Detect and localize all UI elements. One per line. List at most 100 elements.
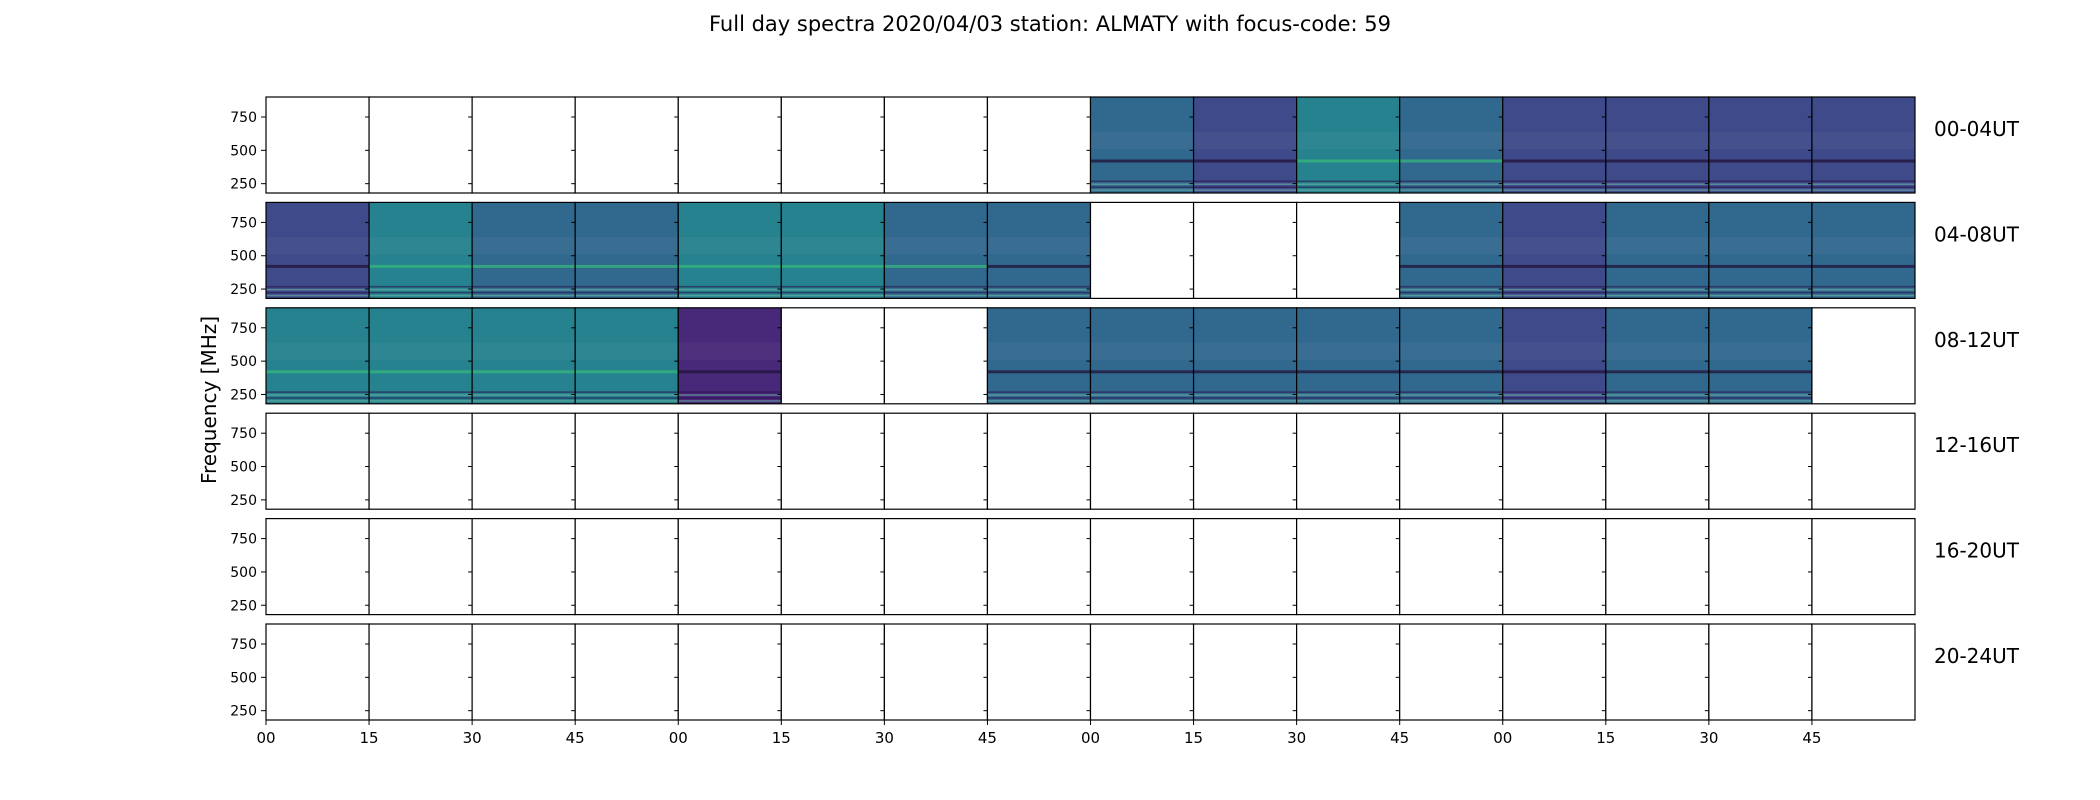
spectrum-panel: [1090, 97, 1194, 193]
spectrum-striation: [1193, 183, 1297, 186]
spectrum-striation: [1502, 397, 1606, 399]
spectrum-band: [884, 264, 988, 268]
spectrum-band: [1708, 370, 1812, 374]
y-tick-label: 750: [230, 637, 257, 653]
spectrum-striation: [1708, 285, 1812, 288]
panel-frame: [1811, 517, 1916, 616]
spectrum-striation: [987, 397, 1091, 399]
spectrum-striation: [266, 288, 370, 291]
spectrum-band: [1399, 264, 1503, 268]
empty-panel: [1090, 624, 1194, 720]
spectrum-texture: [1811, 237, 1915, 255]
empty-panel: [987, 97, 1091, 193]
spectrum-striation: [369, 285, 473, 288]
spectrum-striation: [1399, 294, 1503, 297]
spectrum-band: [1708, 159, 1812, 163]
y-tick-label: 750: [230, 426, 257, 442]
spectrum-striation: [1502, 180, 1606, 183]
spectrum-band: [575, 370, 679, 374]
spectrum-band: [1502, 264, 1606, 268]
empty-panel: [369, 413, 473, 510]
empty-panel: [678, 413, 782, 510]
x-tick-label: 45: [1802, 729, 1821, 747]
spectrum-band: [1502, 159, 1606, 163]
spectrum-striation: [1605, 291, 1709, 294]
spectrum-striation: [369, 397, 473, 399]
spectrum-texture: [369, 342, 473, 360]
spectrum-panel: [1502, 97, 1606, 193]
spectrum-striation: [987, 400, 1091, 402]
row-label: 04-08UT: [1934, 222, 2020, 246]
y-tick-label: 500: [230, 249, 257, 265]
empty-panel: [1090, 202, 1194, 299]
spectrum-striation: [369, 400, 473, 402]
spectrum-panel: [1399, 307, 1503, 404]
spectrum-striation: [678, 397, 782, 399]
spectrum-striation: [1399, 288, 1503, 291]
spectrum-panel: [1811, 202, 1915, 299]
spectra-grid: 250 500 750 00-04UT 250 500 750 04-08UT 250 500 75…: [230, 96, 2020, 721]
y-tick-label: 500: [230, 565, 257, 581]
spectrum-striation: [1708, 400, 1812, 402]
spectrum-striation: [1708, 186, 1812, 188]
spectrum-striation: [1811, 186, 1915, 188]
empty-panel: [1399, 624, 1503, 720]
spectrum-texture: [1399, 131, 1503, 149]
spectrum-striation: [987, 391, 1091, 393]
x-tick-label: 30: [1699, 729, 1718, 747]
spectrum-panel: [987, 202, 1091, 299]
spectrum-band: [1193, 370, 1297, 374]
spectrum-band: [472, 370, 576, 374]
spectrum-striation: [781, 288, 885, 291]
spectrum-striation: [1193, 189, 1297, 191]
empty-panel: [1399, 413, 1503, 510]
row-label: 08-12UT: [1934, 328, 2020, 352]
spectrum-striation: [472, 397, 576, 399]
spectrum-band: [1090, 159, 1194, 163]
y-tick-label: 250: [230, 177, 257, 193]
spectrum-panel: [1605, 97, 1709, 193]
empty-panel: [369, 97, 473, 193]
x-tick-label: 00: [1493, 729, 1512, 747]
spectrum-band: [678, 370, 782, 374]
x-tick-label: 45: [1390, 729, 1409, 747]
row-label: 00-04UT: [1934, 117, 2020, 141]
spectrum-band: [987, 264, 1091, 268]
spectrum-band: [266, 370, 370, 374]
empty-panel: [1811, 307, 1915, 404]
spectrum-striation: [369, 394, 473, 396]
spectrum-texture: [1090, 342, 1194, 360]
spectrum-striation: [678, 294, 782, 297]
spectrum-striation: [1605, 394, 1709, 396]
panel-frame: [1811, 201, 1916, 299]
empty-panel: [575, 413, 679, 510]
spectrum-striation: [1399, 394, 1503, 396]
empty-panel: [678, 624, 782, 720]
spectrum-texture: [1090, 131, 1194, 149]
spectrum-panel: [472, 202, 576, 299]
spectrum-striation: [1090, 391, 1194, 393]
empty-panel: [1296, 202, 1400, 299]
spectrum-striation: [369, 391, 473, 393]
spectrum-striation: [1605, 397, 1709, 399]
spectrum-striation: [1811, 183, 1915, 186]
spectrum-striation: [1708, 294, 1812, 297]
spectrum-striation: [1811, 294, 1915, 297]
spectrum-striation: [266, 391, 370, 393]
spectrum-striation: [1502, 400, 1606, 402]
y-tick-label: 500: [230, 460, 257, 476]
y-tick-label: 250: [230, 493, 257, 509]
spectrum-texture: [575, 237, 679, 255]
spectrum-texture: [1502, 131, 1606, 149]
empty-panel: [987, 624, 1091, 720]
empty-panel: [781, 97, 885, 193]
row-label: 12-16UT: [1934, 433, 2020, 457]
spectrum-striation: [1502, 394, 1606, 396]
spectrum-striation: [781, 285, 885, 288]
spectrum-band: [781, 264, 885, 268]
spectrum-texture: [472, 342, 576, 360]
empty-panel: [1605, 624, 1709, 720]
spectrum-texture: [1605, 131, 1709, 149]
spectrum-striation: [1605, 183, 1709, 186]
